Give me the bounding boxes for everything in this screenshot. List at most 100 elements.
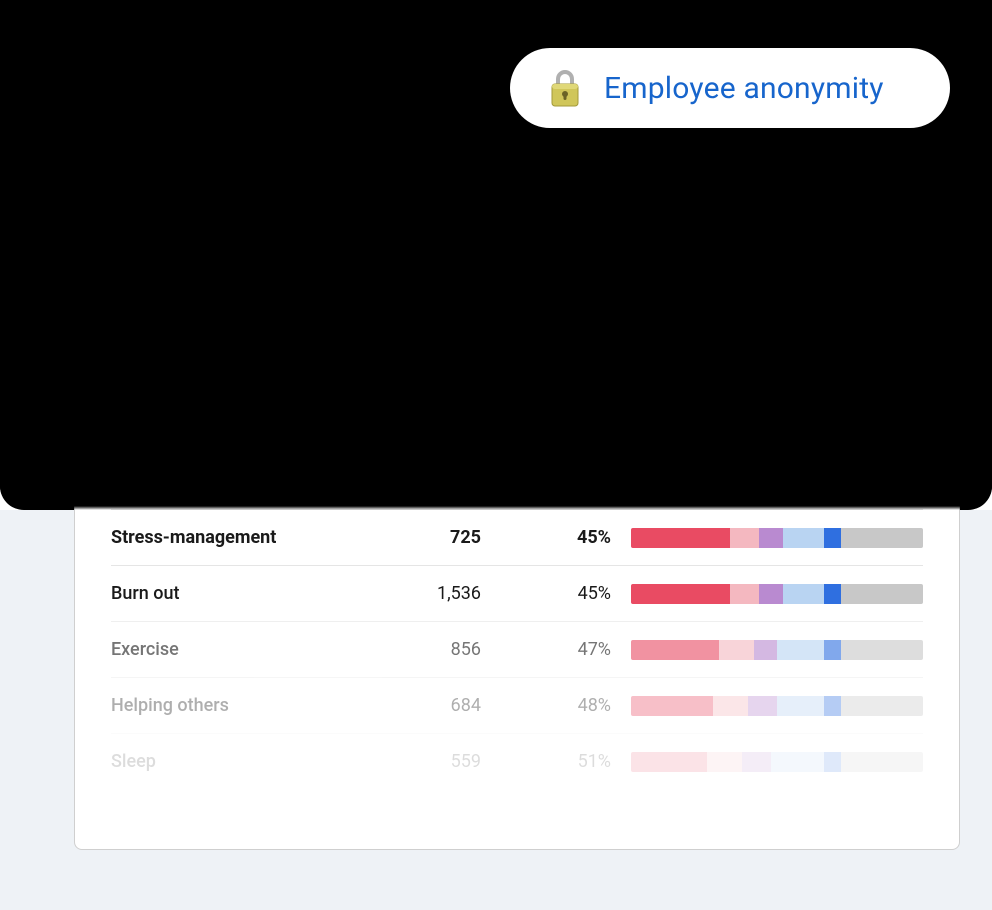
row-distribution-bar <box>631 752 923 772</box>
distribution-segment <box>777 640 824 660</box>
distribution-segment <box>824 696 842 716</box>
distribution-segment <box>853 416 923 436</box>
row-topic: Stress-management <box>111 527 371 548</box>
distribution-segment <box>847 472 923 492</box>
distribution-segment <box>631 640 719 660</box>
table-row[interactable]: Work-load 2,014 42% <box>111 285 923 341</box>
distribution-segment <box>841 696 923 716</box>
col-team-avg: Team avg <box>501 255 611 273</box>
row-avg: 48% <box>501 695 611 716</box>
distribution-segment <box>765 416 794 436</box>
row-avg: 45% <box>501 583 611 604</box>
distribution-segment <box>835 360 853 380</box>
row-avg: 44% <box>501 471 611 492</box>
distribution-segment <box>736 416 765 436</box>
distribution-segment <box>724 360 759 380</box>
distribution-segment <box>719 472 754 492</box>
row-topic: Burn out <box>111 583 371 604</box>
row-avg: 43% <box>501 415 611 436</box>
row-topic: Health <box>111 359 371 380</box>
lock-icon <box>548 68 582 108</box>
distribution-segment <box>841 528 923 548</box>
distribution-segment <box>631 528 730 548</box>
row-count: 605 <box>391 471 481 492</box>
distribution-segment <box>859 304 923 324</box>
row-topic: Sleep <box>111 751 371 772</box>
row-avg: 45% <box>501 527 611 548</box>
distribution-segment <box>841 584 923 604</box>
row-count: 684 <box>391 695 481 716</box>
distribution-segment <box>631 752 707 772</box>
distribution-segment <box>835 416 853 436</box>
row-distribution-bar <box>631 640 923 660</box>
wellbeing-card: Conversations by Wellbeing Topic Count T… <box>74 162 960 850</box>
table-row[interactable]: Health 1,160 47% <box>111 341 923 397</box>
badge-label: Employee anonymity <box>604 71 884 106</box>
distribution-segment <box>783 528 824 548</box>
distribution-segment <box>759 360 788 380</box>
distribution-segment <box>631 696 713 716</box>
table-header: Topic Count Team avg Distribution <box>111 255 923 285</box>
distribution-segment <box>719 640 754 660</box>
row-topic: Work-load <box>111 303 371 324</box>
distribution-segment <box>794 416 835 436</box>
distribution-segment <box>789 360 836 380</box>
row-count: 559 <box>391 751 481 772</box>
distribution-segment <box>754 640 777 660</box>
table-row[interactable]: Sleep 707 43% <box>111 397 923 453</box>
row-topic: Sleep <box>111 415 371 436</box>
card-title: Conversations by Wellbeing <box>111 197 923 227</box>
distribution-segment <box>730 584 759 604</box>
table-row[interactable]: Burn out1,53645% <box>111 565 923 621</box>
distribution-segment <box>824 472 847 492</box>
table-row[interactable]: Helping others 684 48% <box>111 677 923 733</box>
row-count: 2,014 <box>391 303 481 324</box>
row-distribution-bar <box>631 584 923 604</box>
distribution-segment <box>841 752 923 772</box>
distribution-segment <box>631 360 724 380</box>
row-distribution-bar <box>631 416 923 436</box>
distribution-segment <box>824 640 842 660</box>
row-avg: 42% <box>501 303 611 324</box>
distribution-segment <box>783 472 824 492</box>
distribution-segment <box>631 304 748 324</box>
distribution-segment <box>800 304 841 324</box>
row-distribution-bar <box>631 304 923 324</box>
distribution-segment <box>754 472 783 492</box>
distribution-segment <box>713 696 748 716</box>
distribution-segment <box>759 584 782 604</box>
table-row[interactable]: Long term 605 44% <box>111 453 923 509</box>
row-avg: 51% <box>501 751 611 772</box>
col-count: Count <box>391 255 481 273</box>
distribution-segment <box>730 528 759 548</box>
distribution-segment <box>742 752 771 772</box>
distribution-segment <box>777 696 824 716</box>
row-topic: Helping others <box>111 695 371 716</box>
col-distribution: Distribution <box>631 255 923 273</box>
table-row[interactable]: Sleep 559 51% <box>111 733 923 789</box>
distribution-segment <box>748 304 777 324</box>
row-distribution-bar <box>631 360 923 380</box>
row-avg: 47% <box>501 639 611 660</box>
row-avg: 47% <box>501 359 611 380</box>
row-count: 707 <box>391 415 481 436</box>
row-count: 856 <box>391 639 481 660</box>
table-row[interactable]: Exercise 856 47% <box>111 621 923 677</box>
row-topic: Long term <box>111 471 371 492</box>
distribution-segment <box>759 528 782 548</box>
col-topic: Topic <box>111 255 371 273</box>
anonymity-badge[interactable]: Employee anonymity <box>510 48 950 128</box>
row-topic: Exercise <box>111 639 371 660</box>
distribution-segment <box>777 304 800 324</box>
distribution-segment <box>631 584 730 604</box>
distribution-segment <box>841 640 923 660</box>
distribution-segment <box>771 752 824 772</box>
distribution-segment <box>631 472 719 492</box>
distribution-segment <box>841 304 859 324</box>
table-body: Work-load 2,014 42% Health 1,160 47% Sleep 707 4… <box>111 285 923 789</box>
table-row[interactable]: Stress-management72545% <box>111 509 923 565</box>
distribution-segment <box>707 752 742 772</box>
distribution-segment <box>824 752 842 772</box>
row-count: 1,160 <box>391 359 481 380</box>
distribution-segment <box>783 584 824 604</box>
